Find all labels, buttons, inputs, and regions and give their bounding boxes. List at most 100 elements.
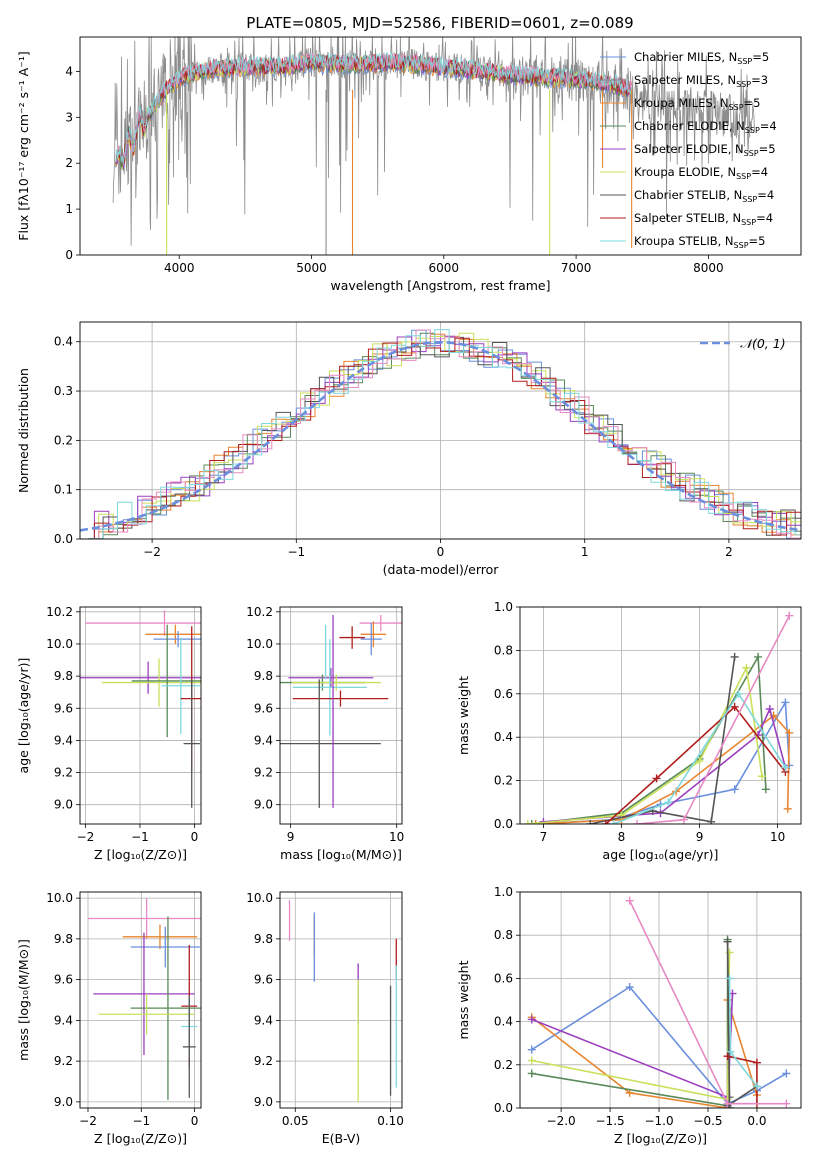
y-tick-label: 0.4 bbox=[54, 335, 73, 349]
error-bar-point bbox=[288, 668, 374, 688]
mass-weight-marker bbox=[785, 611, 794, 620]
legend-label: Chabrier STELIB, NSSP=4 bbox=[634, 188, 774, 204]
error-bar-point bbox=[183, 679, 200, 808]
mass-weight-line bbox=[535, 699, 791, 824]
error-bar-point bbox=[130, 926, 200, 968]
y-tick-label: 10.0 bbox=[246, 891, 273, 905]
y-tick-label: 9.8 bbox=[54, 932, 73, 946]
legend-subscript: SSP bbox=[736, 172, 751, 181]
x-tick-label: −1.5 bbox=[596, 1114, 625, 1128]
y-tick-label: 9.4 bbox=[54, 733, 73, 747]
x-tick-label: 9 bbox=[287, 830, 295, 844]
mass-weight-marker bbox=[723, 1052, 732, 1061]
legend-label: 𝒩(0, 1) bbox=[740, 336, 786, 351]
y-tick-label: 0.3 bbox=[54, 384, 73, 398]
legend-tail: =4 bbox=[757, 188, 774, 202]
x-tick-label: 6000 bbox=[429, 261, 460, 275]
gridlines bbox=[280, 607, 402, 824]
legend-label: Kroupa STELIB, NSSP=5 bbox=[634, 234, 765, 250]
y-tick-label: 0.6 bbox=[494, 687, 513, 701]
mass-weight-marker bbox=[752, 1058, 761, 1067]
mass-weight-marker bbox=[752, 1082, 761, 1091]
error-bar-point bbox=[161, 637, 200, 734]
legend-subscript: SSP bbox=[729, 103, 744, 112]
mass-weight-marker bbox=[723, 1099, 732, 1108]
mass-weight-line bbox=[531, 999, 758, 1108]
mass-weight-series bbox=[586, 652, 739, 824]
mass-weight-marker bbox=[601, 820, 610, 824]
error-bar-point bbox=[292, 690, 389, 707]
x-tick-label: 2 bbox=[725, 545, 733, 559]
legend-text: Salpeter ELODIE, N bbox=[634, 142, 744, 156]
mass-weight-series bbox=[633, 611, 794, 824]
mass-weight-vs-metallicity-panel: −2.0 −1.5 −1.0 −0.5 0.0 0.0 0.2 0.4 0.6 0.8 1.0 Z [… bbox=[456, 885, 802, 1146]
y-tick-label: 9.4 bbox=[254, 733, 273, 747]
legend-text: Chabrier STELIB, N bbox=[634, 188, 742, 202]
error-bar-point bbox=[145, 624, 201, 644]
y-tick-label: 0.4 bbox=[494, 730, 513, 744]
mass-weight-marker bbox=[527, 820, 536, 824]
y-tick-label: 0.0 bbox=[494, 817, 513, 831]
plot-area bbox=[288, 900, 397, 1102]
error-bar-point bbox=[360, 623, 382, 656]
legend-label: Salpeter STELIB, NSSP=4 bbox=[634, 211, 773, 227]
mass-weight-series bbox=[601, 702, 790, 824]
y-tick-label: 9.0 bbox=[254, 1095, 273, 1109]
mass-weight-marker bbox=[625, 983, 634, 992]
mass-vs-metallicity-panel: −2 −1 0 9.0 9.2 9.4 9.6 9.8 10.0 Z [log₁₀(Z/Z⊙)] m… bbox=[16, 891, 202, 1146]
y-tick-label: 9.2 bbox=[54, 766, 73, 780]
x-tick-label: −0.5 bbox=[693, 1114, 722, 1128]
y-tick-label: 9.2 bbox=[254, 1054, 273, 1068]
error-bar-point bbox=[101, 658, 201, 707]
mass-weight-series bbox=[625, 896, 791, 1108]
x-tick-label: 0.10 bbox=[377, 1114, 404, 1128]
y-tick-label: 0.2 bbox=[494, 774, 513, 788]
mass-weight-vs-age-panel: 7 8 9 10 0.0 0.2 0.4 0.6 0.8 1.0 age [log₁₀(age/yr… bbox=[456, 600, 802, 862]
y-tick-label: 9.6 bbox=[254, 701, 273, 715]
residual-histogram-step bbox=[88, 332, 801, 539]
legend-text: Kroupa STELIB, N bbox=[634, 234, 734, 248]
x-tick-label: −2 bbox=[77, 830, 95, 844]
y-tick-label: 9.6 bbox=[54, 701, 73, 715]
mass-weight-marker bbox=[586, 820, 595, 824]
y-tick-label: 9.0 bbox=[254, 798, 273, 812]
y-tick-label: 9.0 bbox=[54, 798, 73, 812]
y-tick-label: 10.2 bbox=[46, 605, 73, 619]
model-spectrum-line bbox=[115, 51, 632, 165]
y-tick-label: 1.0 bbox=[494, 600, 513, 614]
plot-area bbox=[112, 37, 755, 255]
error-bar-point bbox=[98, 993, 195, 1035]
axes-frame bbox=[519, 606, 802, 825]
legend-text: Chabrier ELODIE, N bbox=[634, 119, 745, 133]
legend-label: Salpeter MILES, NSSP=3 bbox=[634, 73, 768, 89]
legend-text: Salpeter STELIB, N bbox=[634, 211, 741, 225]
y-axis-label: Normed distribution bbox=[16, 368, 31, 493]
error-bar-point bbox=[85, 610, 201, 636]
mass-weight-marker bbox=[725, 974, 734, 983]
error-bar-point bbox=[93, 932, 195, 1056]
x-tick-label: 10 bbox=[770, 830, 785, 844]
gridlines bbox=[520, 606, 801, 825]
y-tick-label: 2 bbox=[65, 156, 73, 170]
mass-weight-series bbox=[523, 663, 766, 824]
y-tick-label: 9.4 bbox=[254, 1013, 273, 1027]
y-tick-label: 10.0 bbox=[246, 637, 273, 651]
x-axis-label: (data-model)/error bbox=[383, 562, 500, 577]
error-bar-point bbox=[291, 674, 381, 691]
gridlines bbox=[280, 892, 402, 1108]
legend-label: Chabrier MILES, NSSP=5 bbox=[634, 50, 769, 66]
mass-weight-series bbox=[725, 974, 761, 1091]
error-bar-point bbox=[280, 679, 381, 808]
mass-weight-marker bbox=[730, 702, 739, 711]
mass-weight-marker bbox=[761, 785, 770, 794]
x-tick-label: 9 bbox=[696, 830, 704, 844]
x-axis-label: Z [log₁₀(Z/Z⊙)] bbox=[94, 1131, 187, 1146]
mass-weight-line bbox=[605, 705, 787, 824]
x-axis-label: Z [log₁₀(Z/Z⊙)] bbox=[614, 1131, 707, 1146]
y-tick-label: 0.0 bbox=[494, 1101, 513, 1115]
y-axis-label: age [log₁₀(age/yr)] bbox=[16, 658, 31, 774]
y-tick-label: 0.8 bbox=[494, 928, 513, 942]
mass-weight-marker bbox=[531, 820, 540, 824]
y-tick-label: 0.4 bbox=[494, 1015, 513, 1029]
